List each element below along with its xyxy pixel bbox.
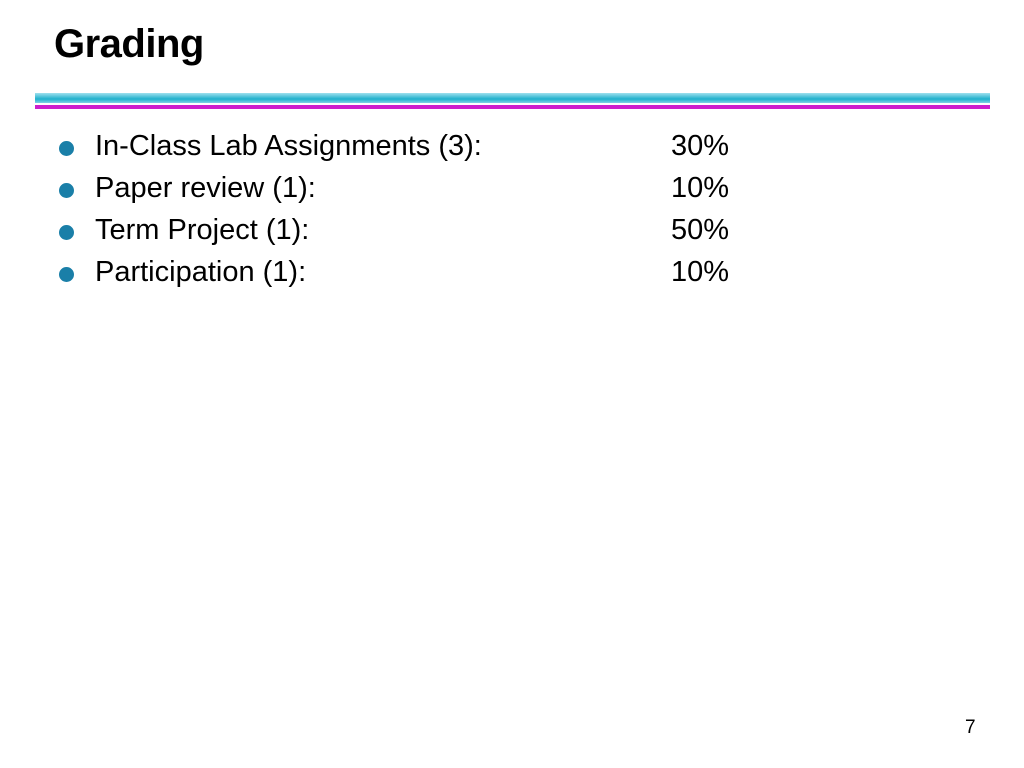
page-number: 7 xyxy=(965,717,976,738)
slide-title: Grading xyxy=(54,22,204,66)
header-rule xyxy=(35,93,990,103)
bullet-dot xyxy=(59,267,74,282)
item-value: 10% xyxy=(671,256,730,288)
item-value: 10% xyxy=(671,172,730,204)
bullet-dot xyxy=(59,183,74,198)
bullet-dot xyxy=(59,225,74,240)
item-label: Paper review (1): xyxy=(95,172,316,204)
bullet-list: In-Class Lab Assignments (3): 30% Paper re… xyxy=(0,126,1024,294)
bullet-item: In-Class Lab Assignments (3): 30% xyxy=(0,126,1024,168)
bullet-item: Term Project (1): 50% xyxy=(0,210,1024,252)
header-rule-accent xyxy=(35,105,990,109)
item-label: Participation (1): xyxy=(95,256,307,288)
item-value: 30% xyxy=(671,130,730,162)
item-value: 50% xyxy=(671,214,730,246)
bullet-item: Paper review (1): 10% xyxy=(0,168,1024,210)
bullet-item: Participation (1): 10% xyxy=(0,252,1024,294)
item-label: In-Class Lab Assignments (3): xyxy=(95,130,482,162)
item-label: Term Project (1): xyxy=(95,214,310,246)
bullet-dot xyxy=(59,141,74,156)
